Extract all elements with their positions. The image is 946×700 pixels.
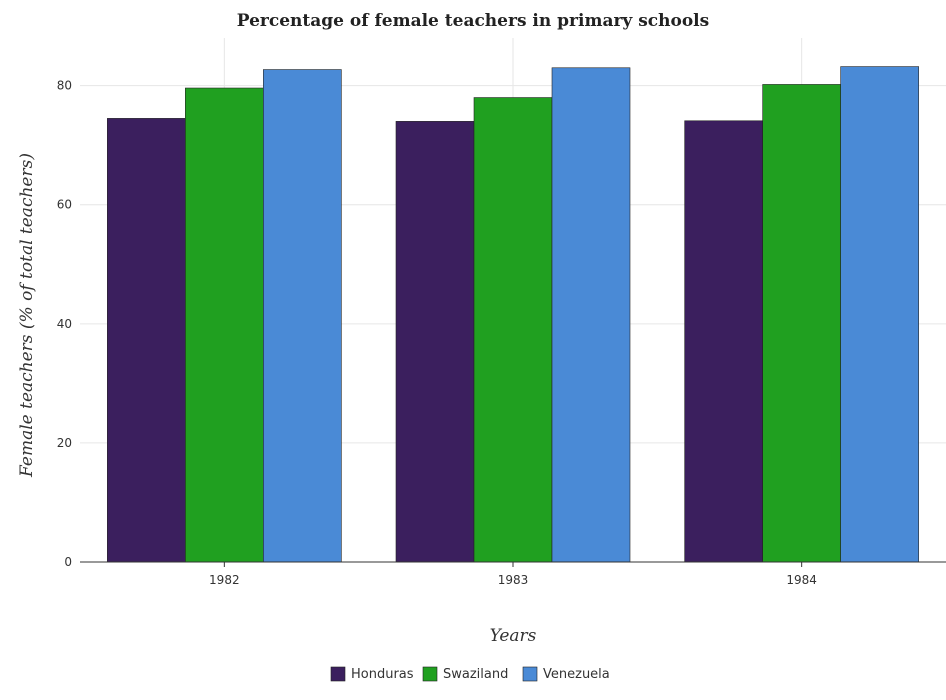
bar-honduras-1983 [395, 121, 475, 563]
legend-swatch-swaziland [422, 666, 438, 682]
bars [107, 66, 919, 563]
bar-swaziland-1983 [473, 97, 553, 563]
y-tick-label: 60 [57, 198, 72, 212]
legend-label-honduras: Honduras [351, 667, 414, 682]
y-axis-label: Female teachers (% of total teachers) [17, 153, 37, 478]
bar-honduras-1982 [107, 118, 186, 563]
x-tick-label: 1983 [498, 573, 529, 587]
bar-honduras-1984 [684, 120, 763, 563]
bar-swaziland-1984 [762, 84, 841, 563]
y-tick-label: 40 [57, 317, 72, 331]
bar-venezuela-1982 [263, 69, 342, 563]
axes: 0 20 40 60 80 1982 1983 1984 [57, 79, 946, 587]
x-axis-label: Years [490, 626, 537, 646]
legend: Honduras Swaziland Venezuela [330, 666, 610, 682]
y-tick-label: 80 [57, 79, 72, 93]
bar-venezuela-1984 [840, 66, 919, 563]
chart-title: Percentage of female teachers in primary… [237, 11, 709, 31]
x-tick-label: 1984 [786, 573, 817, 587]
bar-swaziland-1982 [185, 87, 264, 563]
bar-venezuela-1983 [551, 67, 631, 563]
legend-swatch-venezuela [522, 666, 538, 682]
legend-label-swaziland: Swaziland [443, 667, 508, 682]
y-tick-label: 20 [57, 436, 72, 450]
legend-swatch-honduras [330, 666, 346, 682]
legend-label-venezuela: Venezuela [543, 667, 610, 682]
x-tick-label: 1982 [209, 573, 240, 587]
y-tick-label: 0 [64, 555, 72, 569]
